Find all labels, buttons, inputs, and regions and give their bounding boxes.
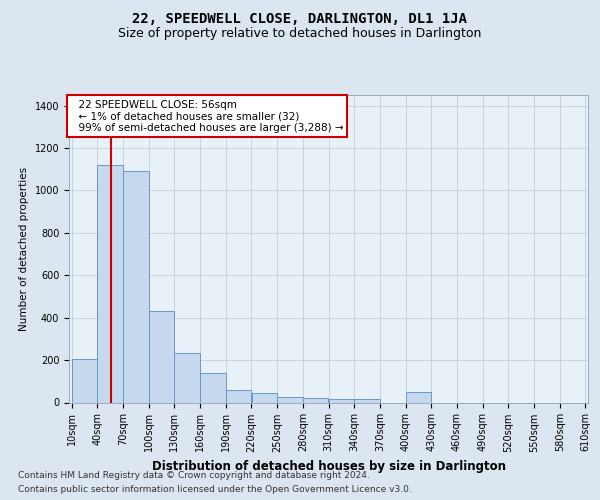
Bar — [226, 390, 251, 402]
Bar — [149, 312, 174, 402]
Text: 22 SPEEDWELL CLOSE: 56sqm
  ← 1% of detached houses are smaller (32)
  99% of se: 22 SPEEDWELL CLOSE: 56sqm ← 1% of detach… — [71, 100, 343, 133]
Text: Size of property relative to detached houses in Darlington: Size of property relative to detached ho… — [118, 26, 482, 40]
Text: 22, SPEEDWELL CLOSE, DARLINGTON, DL1 1JA: 22, SPEEDWELL CLOSE, DARLINGTON, DL1 1JA — [133, 12, 467, 26]
Text: Contains public sector information licensed under the Open Government Licence v3: Contains public sector information licen… — [18, 484, 412, 494]
Bar — [123, 172, 149, 402]
Bar — [329, 400, 354, 402]
Y-axis label: Number of detached properties: Number of detached properties — [19, 166, 29, 331]
Text: Contains HM Land Registry data © Crown copyright and database right 2024.: Contains HM Land Registry data © Crown c… — [18, 472, 370, 480]
Bar — [71, 359, 97, 403]
Bar — [277, 397, 302, 402]
Bar — [251, 393, 277, 402]
Bar — [175, 352, 200, 403]
Bar — [303, 398, 328, 402]
X-axis label: Distribution of detached houses by size in Darlington: Distribution of detached houses by size … — [151, 460, 505, 473]
Bar — [200, 373, 226, 402]
Bar — [355, 400, 380, 402]
Bar — [406, 392, 431, 402]
Bar — [97, 165, 123, 402]
